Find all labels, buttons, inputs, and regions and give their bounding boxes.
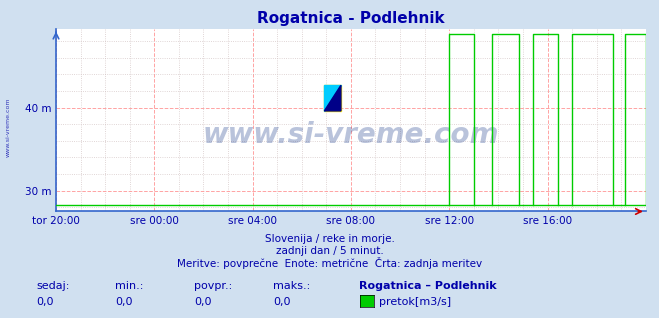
Text: povpr.:: povpr.:	[194, 281, 233, 291]
Polygon shape	[324, 85, 341, 111]
Polygon shape	[324, 85, 341, 111]
Text: Meritve: povprečne  Enote: metrične  Črta: zadnja meritev: Meritve: povprečne Enote: metrične Črta:…	[177, 257, 482, 269]
Text: sedaj:: sedaj:	[36, 281, 70, 291]
Text: 0,0: 0,0	[194, 297, 212, 307]
Text: min.:: min.:	[115, 281, 144, 291]
Text: 0,0: 0,0	[115, 297, 133, 307]
Text: 0,0: 0,0	[273, 297, 291, 307]
Text: Slovenija / reke in morje.: Slovenija / reke in morje.	[264, 234, 395, 244]
Polygon shape	[324, 85, 341, 111]
Title: Rogatnica - Podlehnik: Rogatnica - Podlehnik	[257, 11, 445, 26]
Text: pretok[m3/s]: pretok[m3/s]	[379, 297, 451, 307]
Text: 0,0: 0,0	[36, 297, 54, 307]
Text: www.si-vreme.com: www.si-vreme.com	[5, 97, 11, 157]
Text: Rogatnica – Podlehnik: Rogatnica – Podlehnik	[359, 281, 497, 291]
Text: maks.:: maks.:	[273, 281, 311, 291]
Text: www.si-vreme.com: www.si-vreme.com	[203, 121, 499, 149]
Text: zadnji dan / 5 minut.: zadnji dan / 5 minut.	[275, 246, 384, 256]
